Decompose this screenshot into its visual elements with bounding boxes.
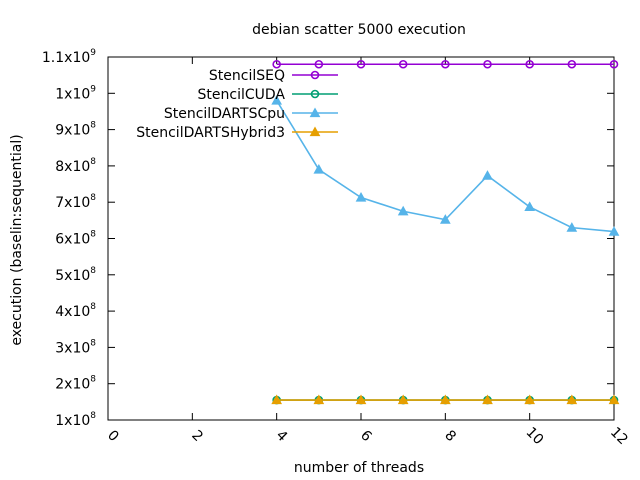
legend-marker	[309, 126, 321, 137]
y-tick-mantissa: 9x10	[55, 123, 90, 139]
y-tick-exponent: 8	[90, 302, 96, 312]
y-tick-label: 1.1x109	[42, 48, 96, 66]
y-tick-mantissa: 1.1x10	[42, 50, 90, 66]
series-StencilDARTSCpu	[271, 95, 620, 236]
data-point	[566, 222, 578, 232]
y-tick-label: 9x108	[55, 121, 96, 139]
y-tick-exponent: 8	[90, 157, 96, 167]
y-tick-label: 2x108	[55, 375, 96, 393]
y-tick-mantissa: 4x10	[55, 304, 90, 320]
y-tick-exponent: 8	[90, 411, 96, 421]
data-point	[314, 59, 324, 69]
data-point	[482, 170, 493, 180]
y-tick-mantissa: 1x10	[55, 86, 90, 102]
data-point	[313, 394, 325, 405]
y-tick-mantissa: 1x10	[55, 413, 90, 429]
data-point	[608, 226, 620, 236]
data-point	[524, 201, 536, 212]
data-point	[356, 59, 366, 69]
x-tick-label: 2	[188, 427, 206, 445]
y-tick-exponent: 8	[90, 375, 96, 385]
x-tick-label: 0	[104, 427, 122, 445]
data-point	[441, 59, 450, 69]
data-point	[439, 394, 451, 405]
series-StencilDARTSHybrid3	[271, 394, 620, 405]
legend-label: StencilCUDA	[198, 87, 286, 103]
data-point	[397, 205, 409, 216]
series-StencilSEQ	[272, 59, 619, 69]
y-tick-label: 8x108	[55, 157, 96, 175]
data-point	[608, 394, 620, 405]
legend-marker	[310, 70, 320, 80]
data-point	[397, 394, 409, 405]
legend: StencilSEQ StencilCUDA StencilDARTSCpu Sten…	[136, 68, 338, 141]
y-tick-mantissa: 6x10	[55, 232, 90, 248]
legend-marker	[310, 89, 320, 99]
y-tick-label: 3x108	[55, 338, 96, 356]
y-tick-label: 6x108	[55, 230, 96, 248]
y-axis-label: execution (baselin:sequential)	[9, 134, 25, 345]
x-tick-label: 4	[273, 427, 291, 445]
y-tick-mantissa: 5x10	[55, 268, 90, 284]
data-point	[272, 59, 281, 69]
chart-title: debian scatter 5000 execution	[252, 22, 466, 38]
data-point	[524, 394, 536, 405]
data-point	[355, 191, 367, 202]
x-tick-label: 6	[357, 427, 375, 445]
y-tick-exponent: 8	[90, 230, 96, 240]
y-tick-exponent: 8	[90, 338, 96, 348]
data-point	[483, 59, 492, 69]
data-point	[398, 59, 408, 69]
y-tick-exponent: 8	[90, 121, 96, 131]
y-tick-mantissa: 2x10	[55, 377, 90, 393]
y-tick-exponent: 9	[90, 48, 96, 58]
legend-marker	[309, 107, 321, 118]
series-line	[275, 100, 615, 233]
legend-label: StencilSEQ	[209, 68, 285, 84]
data-point	[482, 394, 493, 405]
x-tick-label: 8	[441, 427, 459, 445]
data-point	[439, 214, 451, 224]
y-tick-label: 7x108	[55, 193, 96, 211]
data-point	[609, 59, 619, 69]
data-point	[271, 394, 283, 405]
legend-label: StencilDARTSCpu	[164, 106, 285, 122]
y-tick-exponent: 8	[90, 266, 96, 276]
y-tick-mantissa: 3x10	[55, 340, 90, 356]
data-point	[313, 164, 325, 174]
y-tick-mantissa: 7x10	[55, 195, 90, 211]
data-point	[525, 59, 534, 69]
y-tick-label: 5x108	[55, 266, 96, 284]
y-tick-exponent: 8	[90, 193, 96, 203]
data-point	[355, 394, 367, 405]
y-tick-mantissa: 8x10	[55, 159, 90, 175]
data-point	[271, 95, 283, 105]
y-tick-label: 4x108	[55, 302, 96, 320]
legend-label: StencilDARTSHybrid3	[136, 125, 285, 141]
y-tick-label: 1x108	[55, 411, 96, 429]
x-tick-label: 12	[607, 424, 631, 448]
series-group	[271, 59, 620, 405]
data-point	[566, 394, 578, 405]
axis-ticks: 1x1082x1083x1084x1085x1086x1087x1088x108…	[42, 48, 631, 448]
x-axis-label: number of threads	[294, 460, 424, 476]
x-tick-label: 10	[523, 424, 547, 448]
y-tick-label: 1x109	[55, 84, 96, 102]
y-tick-exponent: 9	[90, 84, 96, 94]
data-point	[567, 59, 577, 69]
